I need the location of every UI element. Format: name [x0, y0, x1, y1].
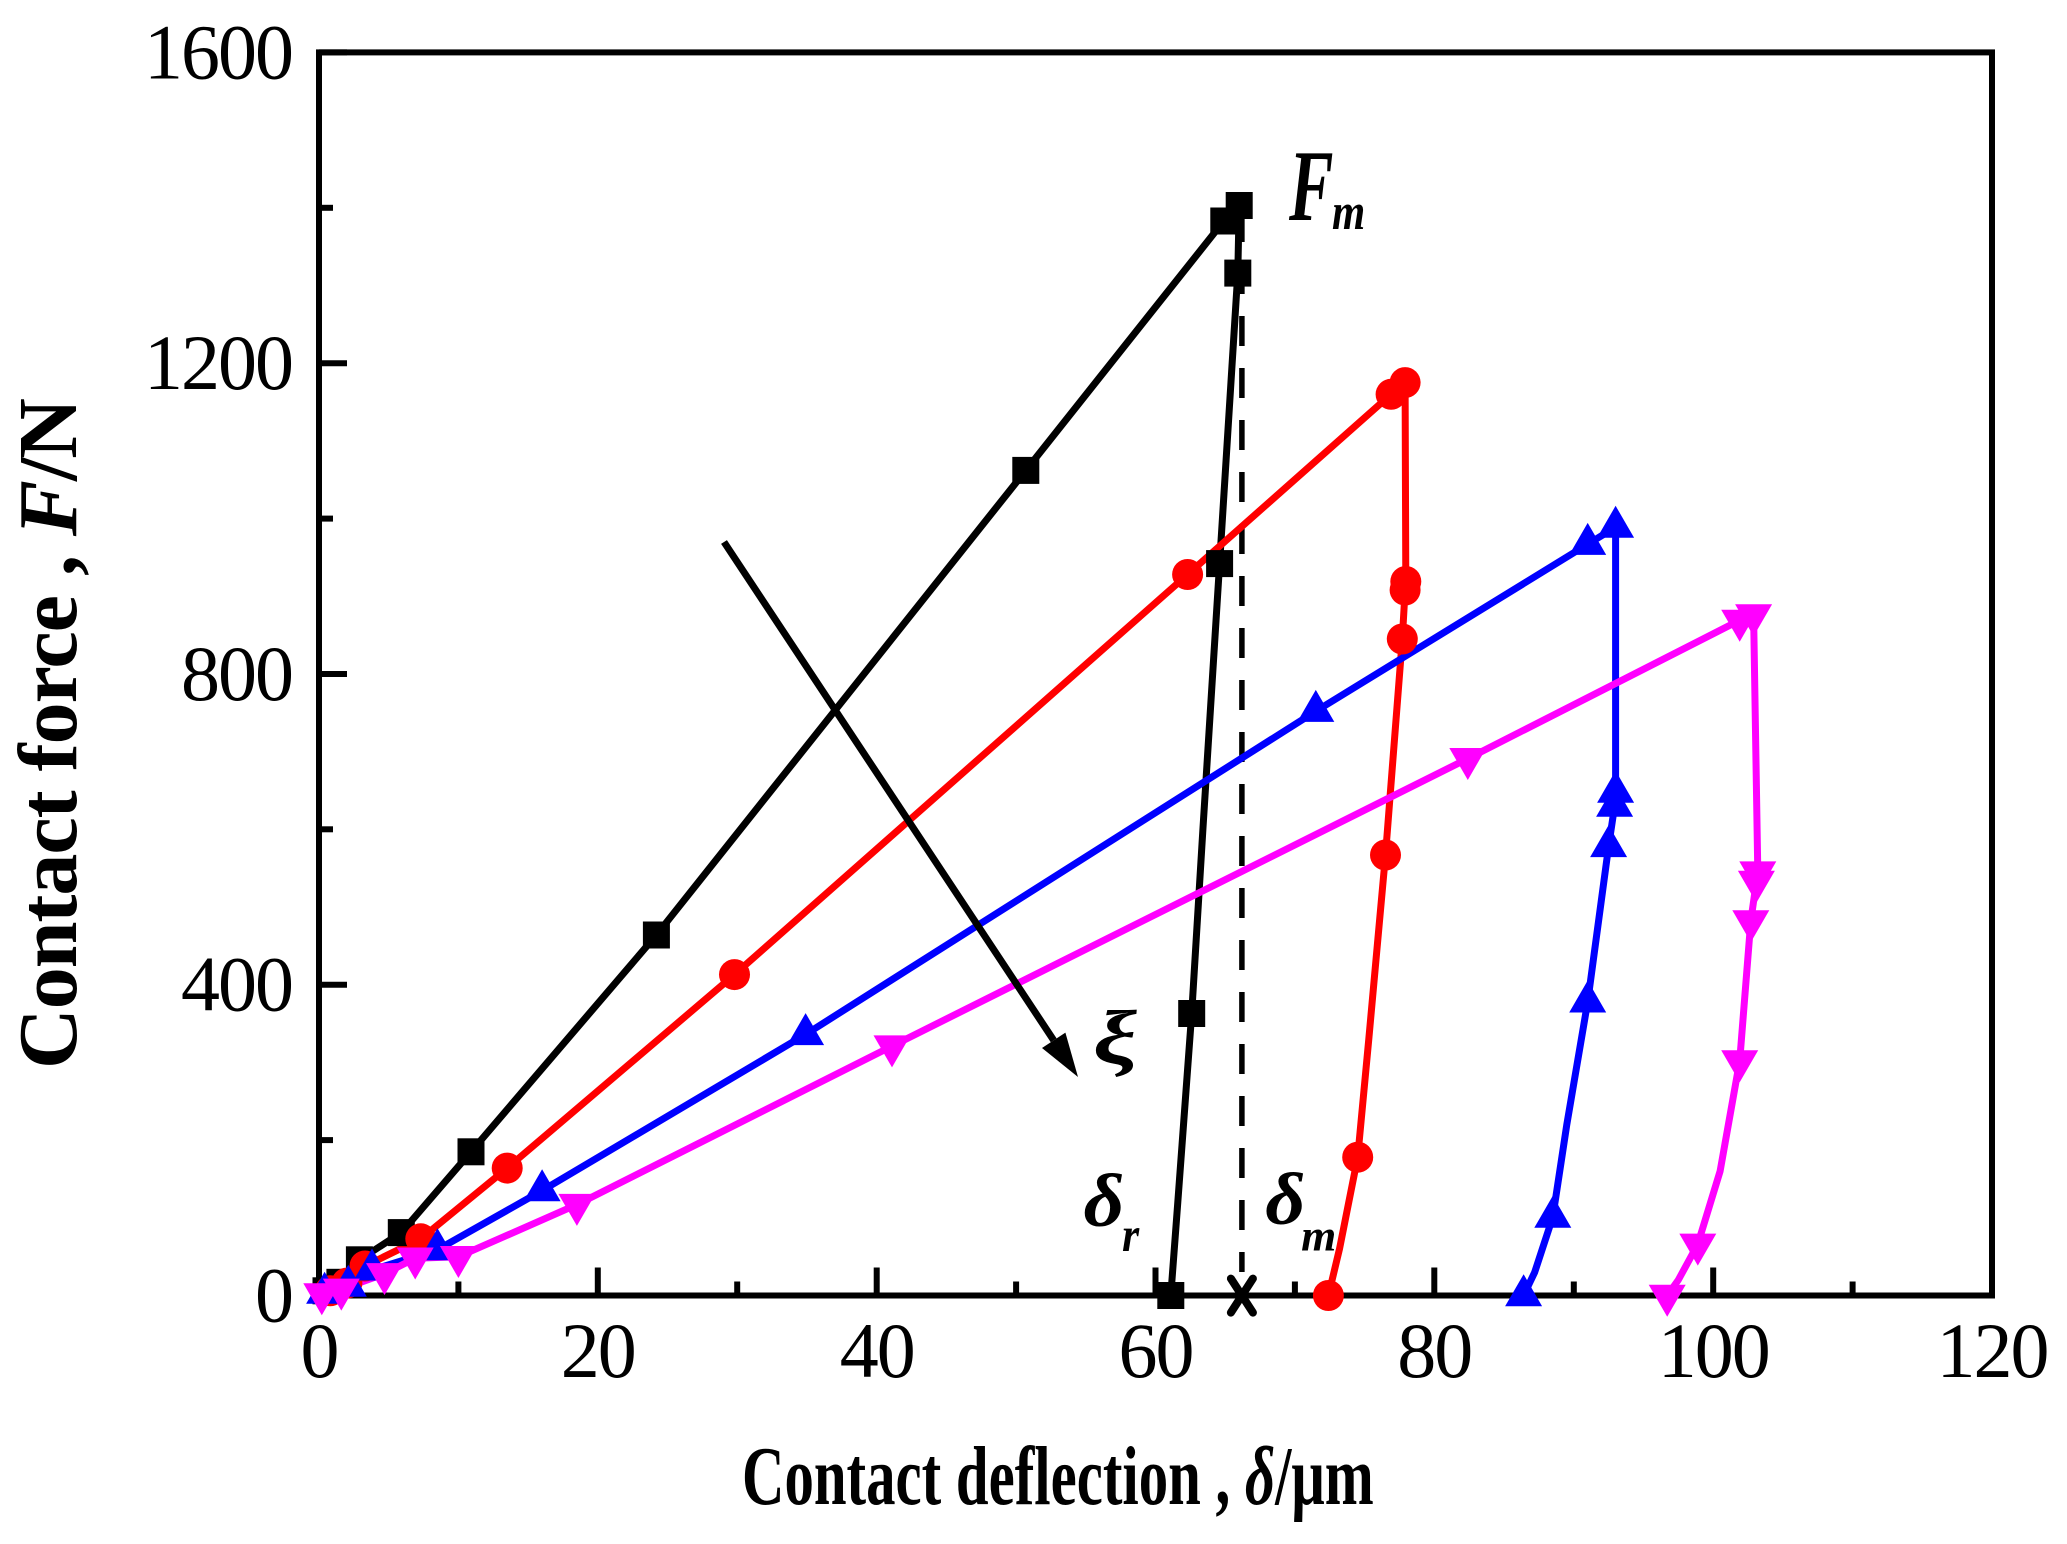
svg-text:Contact deflection , δ/μm: Contact deflection , δ/μm	[742, 1429, 1374, 1523]
svg-text:1200: 1200	[144, 319, 292, 406]
svg-text:m: m	[1301, 1211, 1336, 1260]
svg-text:60: 60	[1119, 1307, 1193, 1394]
svg-text:0: 0	[301, 1307, 338, 1394]
svg-text:0: 0	[255, 1252, 292, 1339]
svg-text:40: 40	[840, 1307, 914, 1394]
svg-text:ξ: ξ	[1093, 995, 1138, 1080]
svg-text:F: F	[1288, 129, 1333, 243]
svg-text:δ: δ	[1265, 1159, 1305, 1240]
svg-text:r: r	[1122, 1208, 1140, 1263]
svg-text:m: m	[1332, 184, 1365, 241]
svg-text:δ: δ	[1084, 1159, 1125, 1242]
svg-text:800: 800	[181, 630, 292, 717]
svg-text:80: 80	[1397, 1307, 1471, 1394]
svg-text:Contact force , F/N: Contact force , F/N	[2, 399, 95, 1069]
svg-text:120: 120	[1937, 1307, 2048, 1394]
svg-text:20: 20	[561, 1307, 635, 1394]
svg-text:1600: 1600	[144, 8, 292, 95]
svg-text:400: 400	[181, 941, 292, 1028]
svg-text:100: 100	[1658, 1307, 1769, 1394]
